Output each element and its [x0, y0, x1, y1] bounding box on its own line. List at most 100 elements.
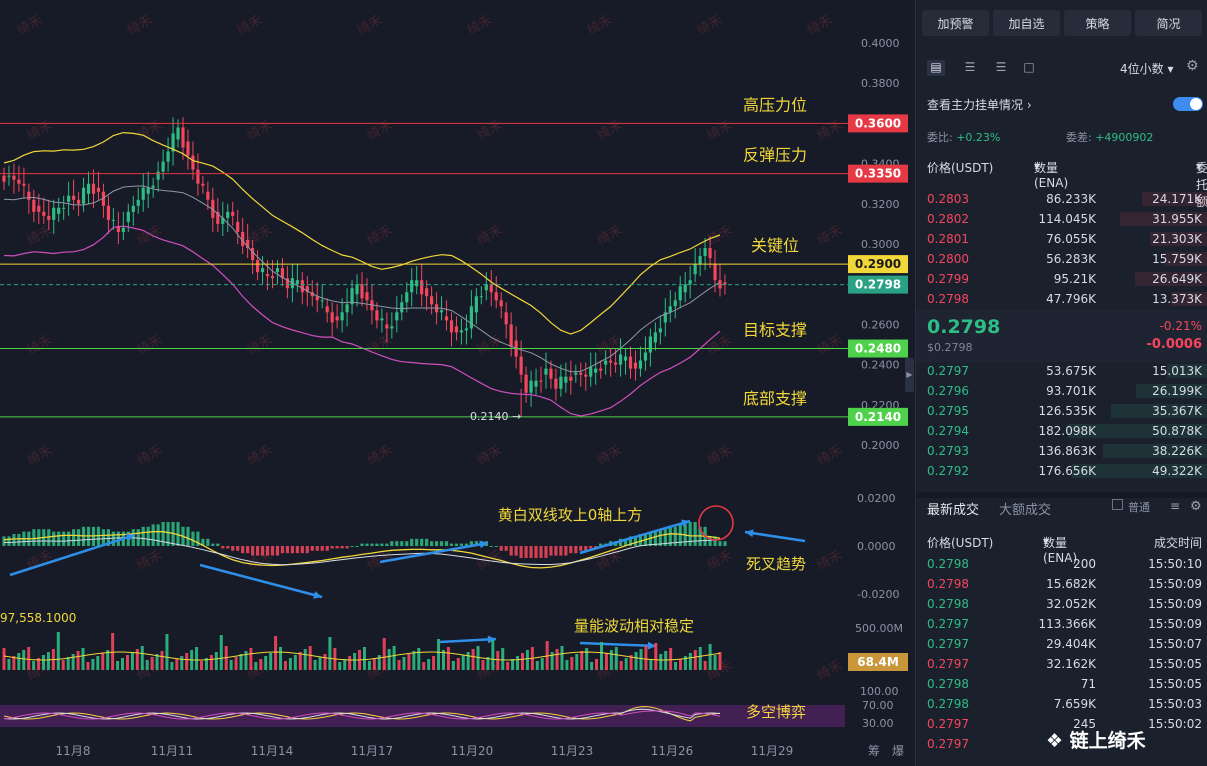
gear-icon[interactable]: ⚙ — [1186, 58, 1199, 74]
bid-row[interactable]: 0.2793 136.863K 38.226K — [916, 441, 1207, 461]
macd-bar — [504, 546, 508, 551]
overview-button[interactable]: 简况 — [1135, 10, 1202, 36]
volume-bar — [387, 649, 391, 670]
volume-bar — [195, 647, 199, 670]
amount-column-header[interactable]: 委托额 ▾ — [1195, 159, 1207, 209]
ask-row[interactable]: 0.2802 114.045K 31.955K — [916, 209, 1207, 229]
macd-bar — [201, 538, 205, 546]
candle-body — [584, 374, 588, 377]
row-qty: 136.863K — [1038, 444, 1097, 458]
bid-row[interactable]: 0.2797 53.675K 15.013K — [916, 361, 1207, 381]
macd-bar — [320, 546, 324, 551]
add-alert-button[interactable]: 加预警 — [922, 10, 989, 36]
candle-body — [236, 221, 240, 232]
both-sides-view-icon[interactable]: ▤ — [927, 60, 945, 76]
mainforce-link[interactable]: 查看主力挂单情况 › — [927, 98, 1032, 112]
chart-area[interactable]: 绮禾 绮禾 绮禾 绮禾 绮禾 绮禾 绮禾 绮禾 绮禾 绮禾 绮禾 绮禾 绮禾 绮禾 绮禾 绮禾 绮禾 绮禾 绮禾 绮禾… — [0, 0, 915, 766]
ask-row[interactable]: 0.2798 47.796K 13.373K — [916, 289, 1207, 309]
tab-latest-trades[interactable]: 最新成交 — [927, 503, 980, 518]
strategy-button[interactable]: 策略 — [1064, 10, 1131, 36]
volume-bar — [491, 640, 495, 670]
macd-bar — [2, 536, 6, 546]
macd-bar — [32, 529, 36, 546]
ask-row[interactable]: 0.2799 95.21K 26.649K — [916, 269, 1207, 289]
candle-body — [57, 207, 61, 214]
volume-bar — [274, 636, 278, 670]
trade-qty-header[interactable]: 数量(ENA) ▾ — [1043, 534, 1078, 565]
mainforce-toggle[interactable] — [1173, 97, 1203, 111]
normal-filter-checkbox[interactable] — [1112, 499, 1123, 510]
trend-arrow-2 — [199, 563, 323, 599]
trade-qty: 245 — [1073, 717, 1096, 731]
volume-bar — [66, 657, 70, 670]
macd-bar — [385, 543, 389, 546]
candle-body — [683, 284, 687, 293]
trade-time: 15:50:09 — [1148, 577, 1202, 591]
tab-large-trades[interactable]: 大额成交 — [999, 503, 1052, 518]
volume-bar — [476, 646, 480, 670]
trade-price: 0.2798 — [927, 677, 969, 691]
volume-bar — [466, 652, 470, 670]
candle-body — [529, 380, 533, 393]
macd-bar — [355, 546, 359, 547]
ask-row[interactable]: 0.2803 86.233K 24.171K — [916, 189, 1207, 209]
ask-row[interactable]: 0.2800 56.283K 15.759K — [916, 249, 1207, 269]
qty-column-header[interactable]: 数量 (ENA) ▾ — [1034, 159, 1069, 190]
mid-price-panel: 0.2798 $0.2798 -0.21% -0.0006 — [916, 310, 1207, 362]
price-tick-label: 0.3000 — [861, 238, 900, 251]
macd-bar — [216, 543, 220, 546]
ratio-label: 委比: — [927, 131, 953, 144]
volume-bar — [427, 659, 431, 670]
volume-bar — [343, 659, 347, 670]
candle-body — [156, 171, 160, 180]
bid-row[interactable]: 0.2794 182.098K 50.878K — [916, 421, 1207, 441]
candle-body — [96, 187, 101, 192]
boll-middle-line — [3, 185, 721, 373]
add-watchlist-button[interactable]: 加自选 — [993, 10, 1060, 36]
oscillator-line — [3, 706, 721, 722]
bids-view-icon[interactable]: ☰ — [964, 60, 976, 74]
depth-bar — [1171, 292, 1207, 306]
bid-row[interactable]: 0.2795 126.535K 35.367K — [916, 401, 1207, 421]
macd-bar — [96, 526, 101, 546]
volume-bar — [590, 662, 594, 670]
ask-row[interactable]: 0.2801 76.055K 21.303K — [916, 229, 1207, 249]
macd-bar — [723, 541, 727, 546]
candle-body — [255, 260, 260, 273]
macd-bar — [395, 541, 399, 546]
candle-body — [479, 296, 483, 298]
macd-bar — [420, 538, 424, 546]
bid-row[interactable]: 0.2792 176.656K 49.322K — [916, 461, 1207, 481]
collapse-handle-icon[interactable]: ▶ — [905, 358, 914, 392]
asks-view-icon[interactable]: ☰ — [995, 60, 1007, 74]
watermark-text: 绮禾 — [135, 658, 165, 683]
watermark-text: 绮禾 — [475, 443, 505, 468]
volume-bar — [560, 646, 564, 670]
volume-bar — [259, 659, 263, 670]
footer-label-2: 爆 — [892, 744, 904, 758]
trade-time: 15:50:10 — [1148, 557, 1202, 571]
trade-qty: 113.366K — [1038, 617, 1097, 631]
volume-bar — [17, 653, 21, 670]
macd-bar — [12, 534, 16, 546]
volume-bar — [555, 649, 559, 670]
bid-row[interactable]: 0.2796 93.701K 26.199K — [916, 381, 1207, 401]
candle-body — [226, 211, 230, 218]
sort-icon[interactable]: ≡ — [1170, 499, 1181, 513]
row-qty: 126.535K — [1038, 404, 1097, 418]
volume-bar — [111, 633, 115, 670]
trade-settings-icon[interactable]: ⚙ — [1190, 499, 1202, 514]
depth-view-icon[interactable]: □ — [1023, 60, 1035, 74]
x-tick-label: 11月8 — [56, 744, 91, 758]
volume-bar — [461, 655, 465, 670]
trade-price: 0.2798 — [927, 597, 969, 611]
price-column-header: 价格(USDT) — [927, 161, 994, 175]
macd-bar — [67, 531, 71, 546]
candle-body — [86, 183, 91, 194]
candle-body — [400, 302, 404, 313]
macd-bar — [663, 529, 667, 546]
decimal-select[interactable]: 4位小数 ▾ — [1120, 62, 1174, 76]
watermark-text: 绮禾 — [805, 13, 835, 38]
